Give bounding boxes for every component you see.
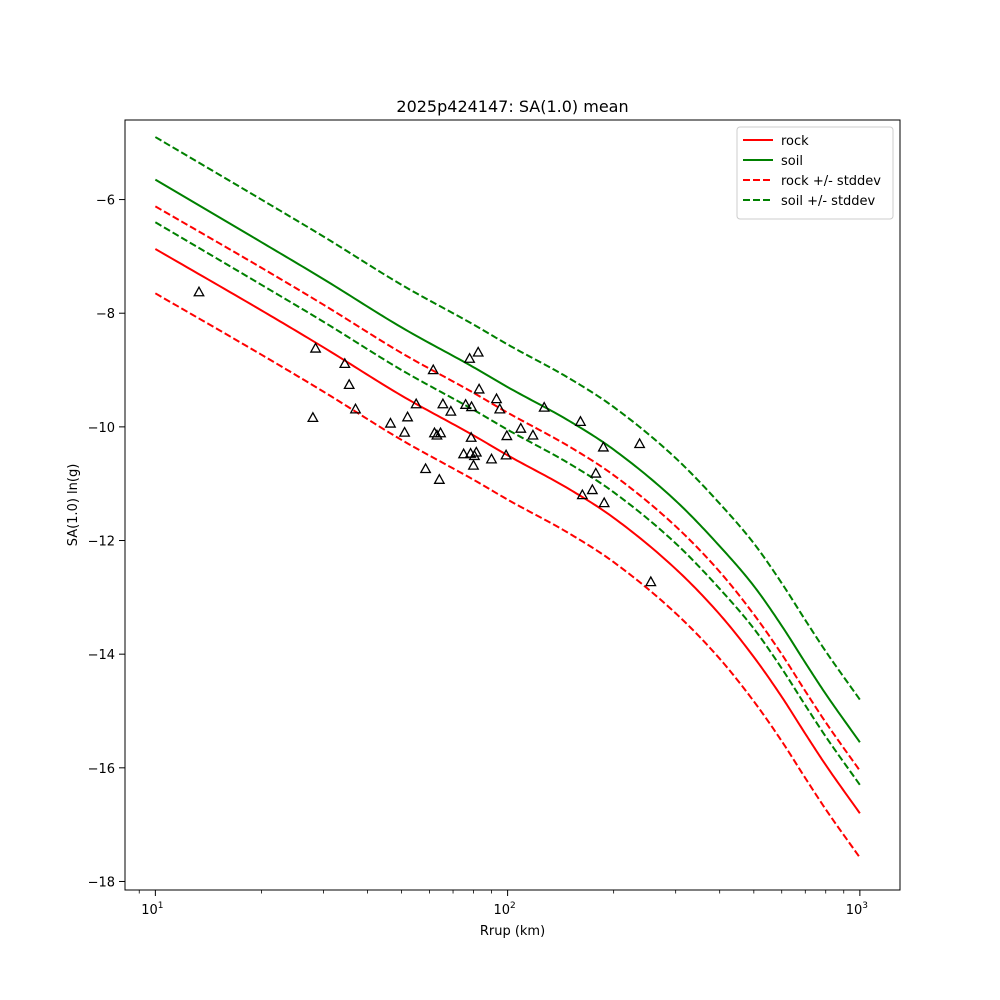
x-tick-label: 103	[846, 901, 868, 918]
x-tick-label-exponent: 1	[158, 901, 164, 911]
observation-marker	[633, 437, 646, 449]
x-tick-label-base: 10	[493, 903, 510, 918]
y-axis-label: SA(1.0) ln(g)	[66, 464, 81, 547]
observation-marker	[343, 378, 356, 390]
observation-marker	[309, 342, 322, 353]
observation-marker	[485, 452, 498, 464]
observation-marker	[444, 405, 457, 416]
observation-marker	[527, 429, 539, 440]
series-line-5	[154, 136, 861, 701]
y-tick-label: −6	[96, 194, 115, 209]
x-axis: 101 102 103	[138, 890, 868, 918]
legend-label: rock +/- stddev	[781, 174, 881, 189]
observation-marker	[401, 410, 414, 422]
series-line-3	[154, 205, 861, 772]
observation-marker	[493, 402, 506, 414]
observation-marker	[349, 402, 362, 414]
observation-marker	[598, 496, 611, 508]
observation-marker	[410, 397, 423, 409]
legend: rock soil rock +/- stddev soil +/- stddev	[736, 126, 894, 220]
observation-marker	[338, 357, 351, 369]
observation-marker	[514, 422, 527, 433]
observation-marker	[434, 426, 447, 438]
observation-marker	[465, 431, 478, 442]
observation-marker	[427, 363, 440, 375]
legend-box	[736, 126, 894, 220]
x-tick-label: 102	[493, 901, 515, 918]
legend-label: soil +/- stddev	[781, 194, 876, 209]
observation-marker	[589, 467, 602, 478]
observation-marker	[193, 285, 205, 297]
legend-label: soil	[781, 154, 803, 169]
observation-marker	[597, 440, 610, 452]
observation-marker	[470, 446, 483, 457]
y-tick-label: −8	[96, 307, 115, 322]
observation-marker	[307, 411, 319, 423]
series-line-2	[154, 178, 861, 743]
plot-frame	[124, 119, 901, 891]
observation-marker	[472, 346, 485, 357]
x-tick-label-base: 10	[846, 903, 863, 918]
x-tick-label-exponent: 3	[862, 901, 868, 911]
observation-marker	[586, 483, 599, 495]
observation-marker	[576, 488, 589, 500]
x-tick-label-exponent: 2	[510, 901, 516, 911]
observation-marker	[384, 417, 397, 428]
series-line-1	[154, 248, 861, 814]
observation-marker	[437, 397, 449, 409]
observation-marker	[459, 398, 472, 409]
legend-label: rock	[781, 134, 809, 149]
series-line-6	[154, 221, 861, 786]
observation-marker	[457, 447, 470, 459]
chart-title: 2025p424147: SA(1.0) mean	[396, 97, 628, 116]
observation-marker	[467, 459, 480, 470]
x-axis-label: Rrup (km)	[480, 924, 545, 939]
y-axis: −6 −8 −10 −12 −14 −16 −18	[88, 194, 125, 890]
observation-marker	[473, 383, 485, 394]
observation-marker	[428, 426, 441, 438]
y-tick-label: −18	[88, 875, 115, 890]
observation-marker	[419, 462, 432, 474]
observation-marker	[398, 426, 411, 437]
observation-marker	[644, 575, 657, 587]
observation-marker	[465, 400, 478, 412]
series-layer	[154, 136, 861, 859]
observations-layer	[193, 285, 657, 587]
x-tick-label: 101	[141, 901, 163, 918]
y-tick-label: −12	[88, 535, 115, 550]
observation-marker	[463, 352, 476, 363]
observation-marker	[574, 415, 587, 426]
series-line-4	[154, 292, 861, 859]
x-tick-label-base: 10	[141, 903, 158, 918]
observation-marker	[490, 392, 503, 404]
y-tick-label: −10	[88, 421, 115, 436]
observation-marker	[538, 401, 551, 412]
y-tick-label: −14	[88, 648, 115, 663]
observation-marker	[431, 429, 443, 440]
observation-marker	[433, 473, 446, 484]
observation-marker	[500, 429, 513, 441]
y-tick-label: −16	[88, 762, 115, 777]
observation-marker	[500, 448, 512, 460]
